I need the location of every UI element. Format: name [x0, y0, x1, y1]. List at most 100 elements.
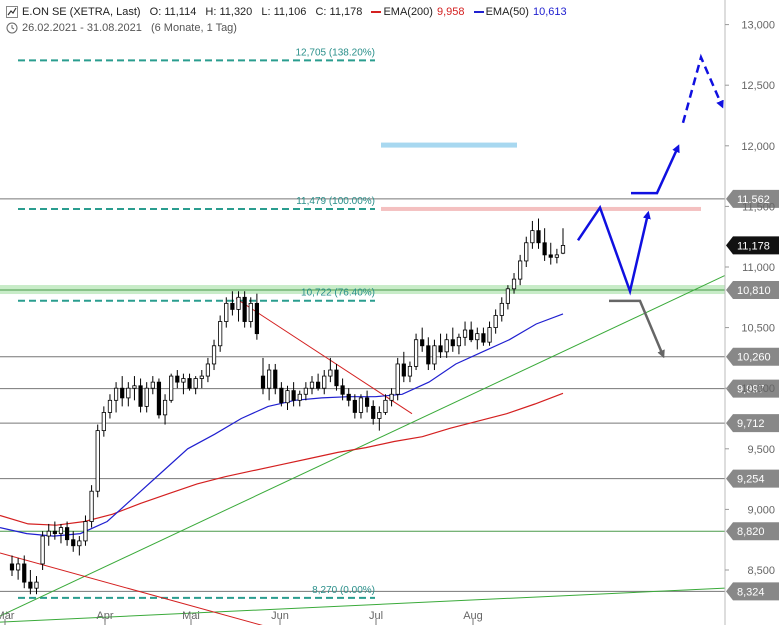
- candle: [389, 388, 394, 407]
- candle: [407, 361, 413, 383]
- candle: [205, 357, 211, 383]
- candle: [542, 228, 547, 261]
- candle-body: [162, 399, 168, 416]
- high-value: H: 11,320: [205, 6, 253, 18]
- candle: [518, 254, 523, 286]
- candle-body: [156, 381, 162, 416]
- ema50-line: [0, 313, 564, 537]
- candle-body: [175, 375, 180, 383]
- candle: [432, 339, 437, 371]
- candle: [65, 521, 70, 546]
- candle-body: [181, 378, 186, 383]
- resistance-zone-11479: [381, 206, 701, 211]
- candle: [77, 536, 82, 556]
- candle-body: [120, 387, 125, 399]
- candle-body: [187, 378, 192, 389]
- price-level-tag: [726, 522, 779, 541]
- y-tick-label: 11,000: [742, 262, 775, 274]
- price-level-label: 10,260: [737, 352, 771, 364]
- ema200-legend-swatch: [371, 11, 382, 14]
- candle: [138, 378, 143, 413]
- candle-body: [493, 315, 498, 329]
- candle-body: [230, 302, 235, 310]
- header-line-2: 26.02.2021 - 31.08.2021 (6 Monate, 1 Tag…: [6, 22, 243, 34]
- candle-body: [101, 412, 106, 432]
- candle: [150, 376, 155, 395]
- price-level-tag: [726, 379, 779, 398]
- candle: [481, 327, 486, 346]
- candle-body: [358, 397, 364, 413]
- candle: [309, 376, 315, 395]
- candle: [40, 531, 45, 570]
- x-tick-label: Apr: [96, 610, 113, 622]
- ema50-legend-swatch: [473, 11, 484, 14]
- price-level-tag: [726, 281, 779, 300]
- candle-body: [444, 339, 449, 353]
- candle-body: [52, 530, 57, 535]
- candle: [89, 485, 94, 528]
- candle-body: [58, 527, 64, 535]
- candle-body: [328, 369, 333, 377]
- candle: [22, 555, 27, 589]
- candle: [401, 351, 406, 383]
- candle: [328, 357, 333, 383]
- candle: [58, 523, 64, 544]
- candle-body: [309, 381, 315, 389]
- header-line-1: E.ON SE (XETRA, Last) O: 11,114 H: 11,32…: [6, 6, 573, 19]
- candle-body: [316, 381, 321, 389]
- candle: [303, 382, 308, 401]
- price-level-label: 9,997: [737, 384, 765, 396]
- candle: [548, 242, 553, 265]
- candle: [524, 236, 529, 267]
- candle: [462, 321, 468, 346]
- candle: [560, 228, 566, 255]
- candle: [487, 321, 492, 346]
- candle: [211, 339, 217, 371]
- candle: [95, 424, 100, 498]
- price-level-label: 8,820: [737, 526, 765, 538]
- y-tick-label: 12,500: [741, 80, 775, 92]
- candle: [352, 394, 357, 419]
- candle: [438, 333, 443, 358]
- candle: [420, 327, 425, 352]
- downtrend-line: [0, 552, 263, 625]
- candle-body: [242, 296, 247, 322]
- price-level-tag: [726, 347, 779, 366]
- candle: [144, 382, 149, 413]
- y-tick-label: 9,500: [747, 444, 775, 456]
- candle-body: [475, 333, 480, 341]
- candle-body: [438, 345, 443, 353]
- candle: [395, 357, 400, 401]
- candle: [113, 382, 119, 413]
- candle-body: [413, 339, 419, 367]
- candle-body: [267, 369, 272, 389]
- candle: [46, 523, 51, 546]
- candle-body: [395, 363, 400, 395]
- candle-body: [518, 260, 523, 280]
- candle-body: [377, 412, 382, 419]
- candle: [413, 333, 419, 371]
- ema50-legend-value: 10,613: [532, 6, 567, 18]
- candle-body: [554, 254, 559, 258]
- candle-body: [224, 302, 229, 322]
- candle-body: [126, 387, 131, 399]
- candle-body: [285, 390, 290, 404]
- candle-body: [77, 540, 82, 547]
- candle: [71, 531, 76, 552]
- candle: [230, 291, 235, 316]
- candle: [267, 363, 272, 401]
- candle: [279, 382, 284, 407]
- candle: [444, 333, 449, 358]
- candle-body: [530, 230, 535, 244]
- candle: [426, 337, 431, 371]
- candle-body: [22, 563, 27, 583]
- candle: [316, 373, 321, 391]
- candle-body: [389, 393, 394, 401]
- price-level-tag: [726, 582, 779, 601]
- candle: [248, 297, 253, 328]
- candle-body: [132, 385, 137, 389]
- candle: [530, 220, 535, 249]
- candle-body: [297, 393, 302, 401]
- candle: [224, 297, 229, 328]
- y-tick-label: 12,000: [741, 141, 775, 153]
